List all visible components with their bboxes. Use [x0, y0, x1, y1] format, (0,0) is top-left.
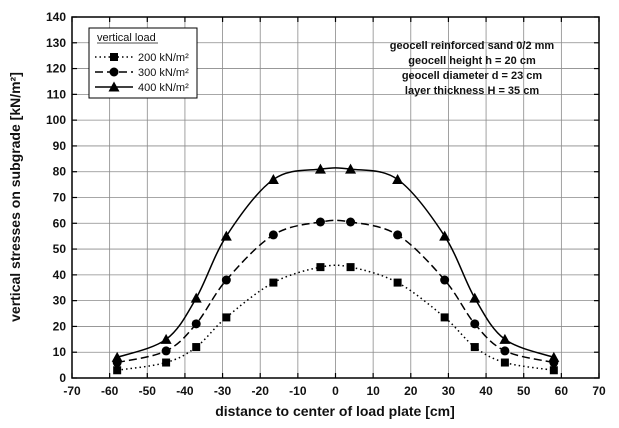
- data-point-circle: [440, 276, 449, 285]
- annotation-line: geocell height h = 20 cm: [408, 55, 536, 67]
- legend-marker-square: [110, 53, 118, 61]
- data-point-circle: [500, 346, 509, 355]
- legend-label: 300 kN/m²: [138, 67, 189, 79]
- data-point-square: [501, 359, 509, 367]
- y-tick-label: 100: [46, 113, 66, 127]
- y-tick-label: 60: [53, 216, 67, 230]
- y-tick-label: 10: [53, 345, 67, 359]
- y-tick-label: 20: [53, 319, 67, 333]
- data-point-square: [113, 366, 121, 374]
- x-tick-label: 10: [366, 384, 380, 398]
- data-point-circle: [222, 276, 231, 285]
- y-tick-label: 110: [47, 87, 67, 101]
- data-point-circle: [162, 346, 171, 355]
- y-tick-labels: 0 10 20 30 40 50 60 70 80 90 100 110 120 130 140: [46, 10, 66, 385]
- y-tick-label: 90: [53, 139, 67, 153]
- x-tick-label: 50: [517, 384, 531, 398]
- data-point-circle: [346, 217, 355, 226]
- x-tick-labels: -70 -60 -50 -40 -30 -20 -10 0 10 20 30 40 50 60 70: [63, 384, 606, 398]
- y-tick-label: 0: [59, 371, 66, 385]
- y-tick-label: 80: [53, 165, 67, 179]
- x-tick-label: -20: [252, 384, 270, 398]
- legend: vertical load 200 kN/m² 300 kN/m² 400 kN/m…: [89, 28, 197, 98]
- data-point-square: [192, 343, 200, 351]
- x-tick-label: -50: [139, 384, 157, 398]
- x-tick-label: 60: [555, 384, 569, 398]
- data-point-square: [162, 359, 170, 367]
- data-point-square: [471, 343, 479, 351]
- data-point-square: [269, 279, 277, 287]
- y-tick-label: 70: [53, 191, 67, 205]
- y-axis-title: vertical stresses on subgrade [kN/m²]: [7, 72, 23, 322]
- x-tick-label: -60: [101, 384, 119, 398]
- data-point-square: [316, 263, 324, 271]
- legend-label: 400 kN/m²: [138, 82, 189, 94]
- data-point-square: [394, 279, 402, 287]
- x-tick-label: 40: [479, 384, 493, 398]
- x-tick-label: -40: [176, 384, 194, 398]
- x-tick-label: -30: [214, 384, 232, 398]
- data-point-circle: [192, 319, 201, 328]
- x-tick-label: -10: [289, 384, 307, 398]
- data-point-circle: [393, 230, 402, 239]
- x-tick-label: 30: [442, 384, 456, 398]
- y-tick-label: 40: [53, 268, 67, 282]
- y-tick-label: 120: [46, 62, 66, 76]
- x-tick-label: 20: [404, 384, 418, 398]
- data-point-square: [441, 313, 449, 321]
- data-point-square: [222, 313, 230, 321]
- data-point-square: [347, 263, 355, 271]
- data-point-circle: [316, 217, 325, 226]
- annotation-line: geocell diameter d = 23 cm: [402, 70, 543, 82]
- x-tick-label: -70: [63, 384, 81, 398]
- y-tick-label: 140: [46, 10, 66, 24]
- y-tick-label: 30: [53, 294, 67, 308]
- y-tick-label: 50: [53, 242, 67, 256]
- data-point-circle: [470, 319, 479, 328]
- x-tick-label: 0: [332, 384, 339, 398]
- annotation-line: layer thickness H = 35 cm: [405, 85, 539, 97]
- x-tick-label: 70: [592, 384, 606, 398]
- data-point-square: [550, 366, 558, 374]
- legend-title: vertical load: [97, 32, 156, 44]
- legend-label: 200 kN/m²: [138, 52, 189, 64]
- data-point-circle: [269, 230, 278, 239]
- legend-marker-circle: [110, 68, 119, 77]
- y-tick-label: 130: [46, 36, 66, 50]
- annotation-line: geocell reinforced sand 0/2 mm: [390, 40, 555, 52]
- x-axis-title: distance to center of load plate [cm]: [215, 403, 455, 419]
